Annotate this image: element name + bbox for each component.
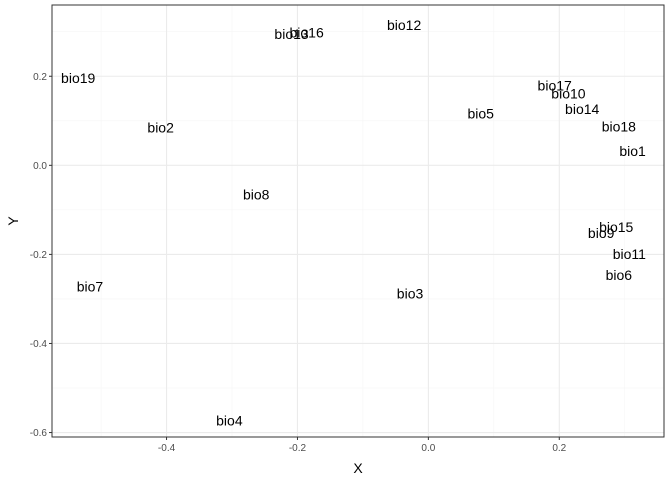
x-axis-ticks: -0.4 -0.2 0.0 0.2 bbox=[158, 437, 567, 454]
point-label-bio11: bio11 bbox=[613, 246, 646, 262]
y-tick-label: -0.6 bbox=[30, 428, 48, 439]
x-tick-label: -0.4 bbox=[158, 443, 176, 454]
panel-border bbox=[51, 4, 665, 438]
point-label-bio14: bio14 bbox=[565, 101, 599, 117]
point-label-bio6: bio6 bbox=[606, 267, 633, 283]
point-label-bio1: bio1 bbox=[619, 143, 646, 159]
y-tick-label: 0.0 bbox=[33, 161, 47, 172]
point-label-bio2: bio2 bbox=[147, 119, 174, 135]
point-label-bio17: bio17 bbox=[538, 78, 572, 94]
point-label-bio13: bio13 bbox=[274, 26, 308, 42]
minor-gridlines bbox=[52, 5, 664, 437]
point-label-bio4: bio4 bbox=[216, 413, 243, 429]
point-label-bio8: bio8 bbox=[243, 187, 270, 203]
point-label-bio18: bio18 bbox=[602, 119, 636, 135]
point-label-bio10: bio10 bbox=[551, 86, 585, 102]
point-label-bio5: bio5 bbox=[467, 106, 494, 122]
point-label-bio15: bio15 bbox=[599, 219, 633, 235]
panel-background bbox=[52, 5, 664, 437]
point-label-bio12: bio12 bbox=[387, 17, 421, 33]
point-label-bio16: bio16 bbox=[289, 25, 323, 41]
y-tick-label: 0.2 bbox=[33, 72, 47, 83]
y-axis-title: Y bbox=[5, 216, 21, 226]
point-label-bio7: bio7 bbox=[77, 278, 104, 294]
y-tick-label: -0.2 bbox=[30, 250, 48, 261]
x-tick-label: 0.0 bbox=[421, 443, 435, 454]
point-label-bio3: bio3 bbox=[397, 286, 424, 302]
y-tick-label: -0.4 bbox=[30, 339, 48, 350]
x-tick-label: 0.2 bbox=[552, 443, 566, 454]
x-tick-label: -0.2 bbox=[289, 443, 307, 454]
major-gridlines bbox=[52, 5, 664, 437]
x-axis-title: X bbox=[353, 460, 363, 476]
point-label-bio19: bio19 bbox=[61, 70, 95, 86]
y-axis-ticks: -0.6 -0.4 -0.2 0.0 0.2 bbox=[30, 72, 52, 439]
point-labels: bio1bio2bio3bio4bio5bio6bio7bio8bio9bio1… bbox=[61, 17, 646, 428]
point-label-bio9: bio9 bbox=[588, 225, 615, 241]
